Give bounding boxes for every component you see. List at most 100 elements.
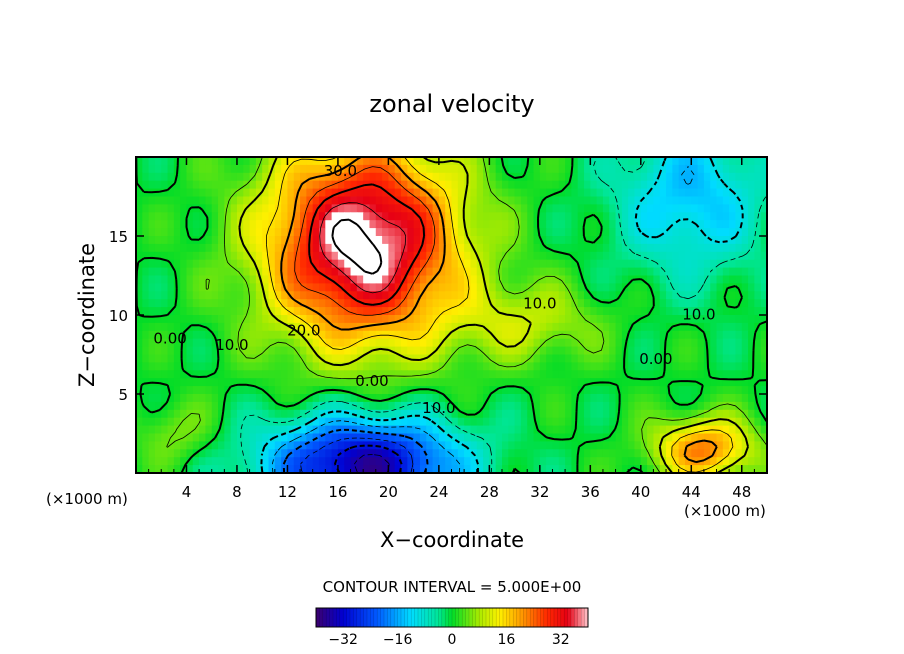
field-cell bbox=[331, 409, 339, 419]
field-cell bbox=[691, 259, 699, 269]
field-cell bbox=[666, 291, 673, 300]
field-cell bbox=[199, 441, 207, 450]
field-cell bbox=[710, 267, 718, 277]
field-cell bbox=[565, 433, 572, 442]
field-cell bbox=[741, 220, 749, 229]
field-cell bbox=[760, 307, 767, 316]
field-cell bbox=[274, 322, 282, 332]
field-cell bbox=[306, 299, 314, 308]
field-cell bbox=[426, 465, 434, 473]
field-cell bbox=[678, 291, 686, 300]
field-cell bbox=[388, 196, 396, 205]
field-cell bbox=[325, 204, 333, 213]
field-cell bbox=[249, 449, 257, 458]
field-cell bbox=[666, 164, 673, 174]
field-cell bbox=[691, 196, 699, 205]
field-cell bbox=[186, 164, 194, 174]
field-cell bbox=[722, 401, 730, 411]
field-cell bbox=[546, 196, 554, 205]
field-cell bbox=[659, 409, 667, 419]
field-cell bbox=[710, 457, 718, 466]
field-cell bbox=[274, 267, 282, 277]
field-cell bbox=[457, 330, 465, 340]
field-cell bbox=[161, 172, 169, 182]
field-cell bbox=[363, 157, 371, 166]
field-cell bbox=[293, 386, 301, 395]
field-cell bbox=[382, 346, 389, 356]
field-cell bbox=[331, 338, 339, 348]
field-cell bbox=[192, 401, 200, 411]
field-cell bbox=[634, 307, 642, 316]
field-cell bbox=[154, 243, 162, 253]
field-cell bbox=[432, 299, 440, 308]
field-cell bbox=[230, 157, 238, 166]
field-cell bbox=[180, 425, 188, 435]
field-cell bbox=[192, 243, 200, 253]
field-cell bbox=[501, 338, 509, 348]
field-cell bbox=[173, 457, 181, 466]
field-cell bbox=[325, 299, 333, 308]
colorbar-swatch bbox=[540, 608, 545, 627]
field-cell bbox=[539, 378, 547, 387]
field-cell bbox=[363, 212, 371, 221]
field-cell bbox=[520, 251, 528, 261]
field-cell bbox=[476, 362, 484, 371]
field-cell bbox=[180, 236, 188, 245]
field-cell bbox=[148, 251, 156, 261]
field-cell bbox=[243, 370, 251, 379]
field-cell bbox=[647, 441, 655, 450]
field-cell bbox=[476, 354, 484, 363]
field-cell bbox=[173, 330, 181, 340]
field-cell bbox=[590, 315, 598, 324]
field-cell bbox=[520, 307, 528, 316]
field-cell bbox=[634, 299, 642, 308]
field-cell bbox=[678, 204, 686, 213]
field-cell bbox=[716, 362, 724, 371]
field-cell bbox=[199, 236, 207, 245]
colorbar-swatch bbox=[567, 608, 572, 627]
field-cell bbox=[552, 370, 560, 379]
field-cell bbox=[647, 346, 655, 356]
field-cell bbox=[577, 212, 585, 221]
field-cell bbox=[760, 322, 767, 332]
colorbar-swatch bbox=[574, 608, 579, 627]
field-cell bbox=[293, 180, 301, 190]
field-cell bbox=[274, 283, 282, 292]
colorbar-swatch bbox=[554, 608, 558, 627]
field-cell bbox=[533, 291, 541, 300]
field-cell bbox=[287, 164, 295, 174]
field-cell bbox=[748, 299, 755, 308]
field-cell bbox=[628, 299, 636, 308]
field-cell bbox=[602, 267, 610, 277]
field-cell bbox=[716, 204, 724, 213]
field-cell bbox=[457, 465, 465, 473]
field-cell bbox=[388, 338, 396, 348]
field-cell bbox=[609, 196, 617, 205]
field-cell bbox=[255, 243, 263, 253]
field-cell bbox=[274, 243, 282, 253]
field-cell bbox=[527, 441, 535, 450]
field-cell bbox=[533, 228, 541, 237]
field-cell bbox=[148, 370, 156, 379]
field-cell bbox=[489, 378, 497, 387]
field-cell bbox=[255, 212, 263, 221]
field-cell bbox=[470, 307, 478, 316]
field-cell bbox=[249, 188, 257, 198]
field-cell bbox=[224, 243, 232, 253]
field-cell bbox=[419, 251, 427, 261]
field-cell bbox=[596, 164, 604, 174]
field-cell bbox=[722, 157, 730, 166]
field-cell bbox=[571, 204, 579, 213]
field-cell bbox=[489, 449, 497, 458]
field-cell bbox=[520, 354, 528, 363]
field-cell bbox=[300, 449, 307, 458]
field-cell bbox=[350, 251, 358, 261]
field-cell bbox=[666, 204, 673, 213]
field-cell bbox=[344, 338, 352, 348]
field-cell bbox=[281, 236, 289, 245]
field-cell bbox=[571, 409, 579, 419]
field-cell bbox=[306, 338, 314, 348]
field-cell bbox=[205, 370, 213, 379]
field-cell bbox=[659, 228, 667, 237]
